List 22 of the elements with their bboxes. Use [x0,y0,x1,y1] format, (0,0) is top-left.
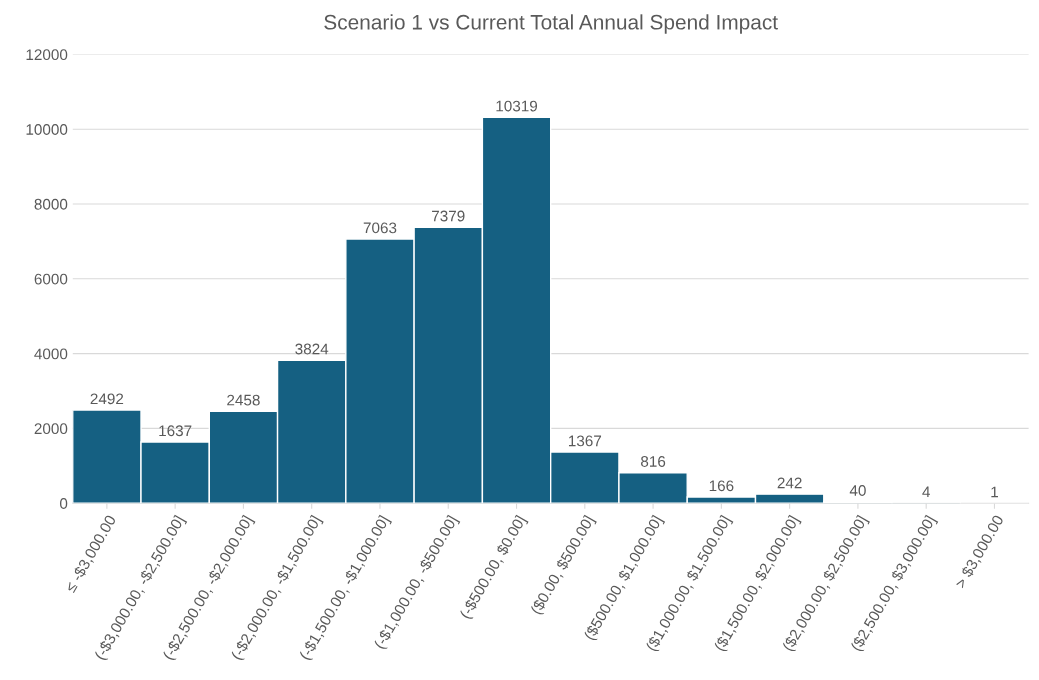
data-label: 1637 [159,425,192,437]
y-tick-label: 6000 [34,273,68,285]
y-tick-label: 2000 [34,423,68,435]
data-label: 10319 [496,100,538,112]
y-tick-label: 10000 [26,124,68,135]
data-label: 242 [777,477,802,489]
y-tick-label: 12000 [26,49,68,61]
data-label: 1367 [568,435,602,447]
y-tick-label: 4000 [34,348,68,360]
data-label: 166 [709,480,734,492]
data-label: 4 [922,486,930,498]
data-label: 2492 [90,393,124,405]
data-label: 816 [641,456,666,467]
data-label: 40 [849,485,866,496]
data-label: 3824 [295,343,329,355]
data-label: 1 [991,486,998,498]
data-label: 2458 [227,394,260,406]
data-label: 7063 [363,222,397,234]
y-tick-label: 0 [59,498,68,509]
y-tick-label: 8000 [34,198,68,210]
data-label: 7379 [432,210,465,222]
chart-title: Scenario 1 vs Current Total Annual Spend Impact [324,14,778,34]
